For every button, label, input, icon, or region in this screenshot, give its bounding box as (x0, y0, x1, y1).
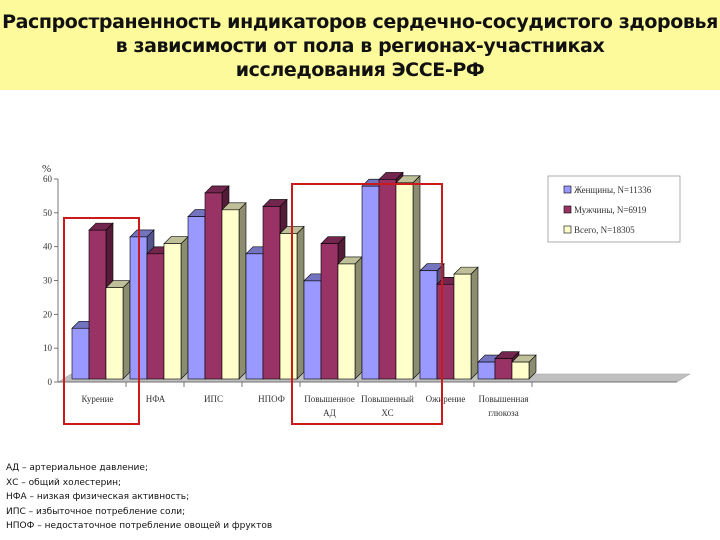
bar (337, 263, 356, 380)
title-line-3: исследования ЭССЕ-РФ (235, 59, 485, 81)
bar (303, 280, 322, 380)
x-tick-label: АД (323, 408, 336, 418)
bar (105, 287, 124, 380)
note-ips: ИПС – избыточное потребление соли; (6, 506, 186, 517)
x-tick-label: ХС (381, 408, 393, 418)
y-tick-label: 30 (43, 276, 53, 286)
x-tick-label: Повышенное (304, 394, 354, 404)
bar (436, 283, 455, 380)
y-axis-label: % (42, 163, 51, 175)
bar (88, 229, 107, 380)
note-npof: НПОФ – недостаточное потребление овощей … (6, 521, 273, 531)
bar (361, 185, 380, 380)
y-tick-label: 10 (43, 343, 53, 353)
title-line-2: в зависимости от пола в регионах-участни… (115, 35, 605, 57)
x-tick-label: Курение (82, 394, 114, 404)
legend-swatch (563, 205, 572, 214)
note-ad: АД – артериальное давление; (6, 463, 148, 473)
bar-side (122, 279, 131, 380)
bar (163, 243, 182, 380)
bar (221, 209, 240, 380)
bar-side (180, 235, 189, 380)
abbreviation-notes: АД – артериальное давление; ХС – общий х… (6, 461, 272, 534)
x-tick-label: Ожирение (426, 394, 466, 404)
bar (320, 243, 339, 380)
x-tick-label: ИПС (204, 394, 223, 404)
bar (494, 358, 513, 380)
title-line-1: Распространенность индикаторов сердечно-… (2, 11, 718, 33)
bar (378, 179, 397, 380)
bar (71, 327, 90, 380)
x-tick-label: глюкоза (488, 408, 518, 418)
x-tick-label: НФА (146, 394, 166, 404)
legend-swatch (563, 185, 572, 194)
note-nfa: НФА – низкая физическая активность; (6, 492, 190, 502)
bar-side (470, 266, 479, 380)
bar (204, 192, 223, 380)
bar (279, 233, 298, 380)
bar (245, 253, 264, 380)
x-tick-label: НПОФ (258, 394, 285, 404)
legend-label: Мужчины, N=6919 (574, 205, 647, 215)
highlight-box (63, 217, 140, 425)
bar (511, 361, 530, 380)
bar-side (354, 256, 363, 380)
y-tick-label: 0 (48, 377, 53, 387)
legend-swatch (563, 225, 572, 234)
bar (262, 206, 281, 380)
y-tick-label: 40 (43, 242, 53, 252)
y-tick-label: 60 (43, 174, 53, 184)
legend-label: Всего, N=18305 (574, 225, 635, 235)
highlight-box (291, 183, 443, 425)
bar (453, 273, 472, 380)
x-tick-label: Повышенный (361, 394, 414, 404)
title-band: Распространенность индикаторов сердечно-… (0, 0, 720, 90)
x-tick-label: Повышенная (479, 394, 529, 404)
note-xs: ХС – общий холестерин; (6, 477, 122, 488)
bar-side (238, 202, 247, 380)
y-tick-label: 50 (43, 208, 53, 218)
bar (395, 182, 414, 380)
bar (419, 270, 438, 380)
legend-label: Женщины, N=11336 (574, 185, 652, 195)
bar (187, 216, 206, 380)
bar (477, 361, 496, 380)
y-tick-label: 20 (43, 309, 53, 319)
bar-chart: 0 10 20 30 40 50 60% Курение НФА ИПС НПОФ Повышенно… (42, 163, 691, 425)
bar (146, 253, 165, 380)
bar-side (412, 175, 421, 380)
bar-side (296, 225, 305, 380)
